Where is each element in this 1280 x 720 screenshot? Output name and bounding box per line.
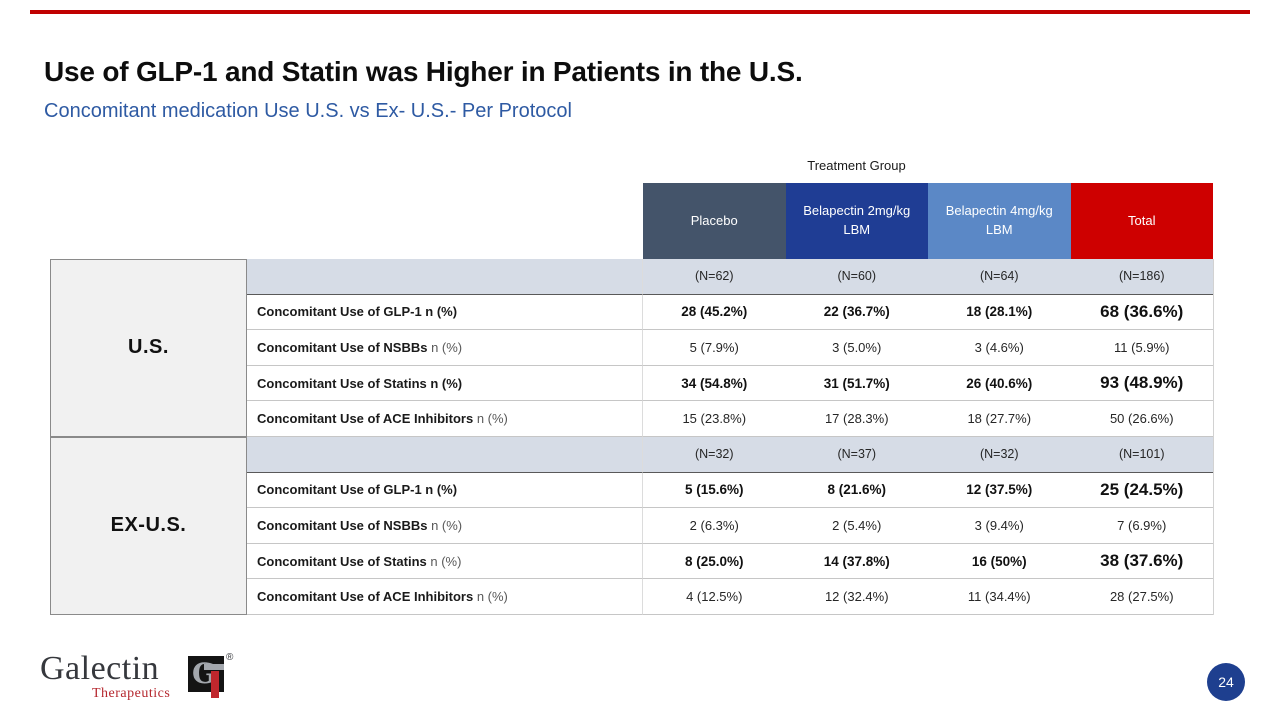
gt-monogram-icon: G [188, 656, 224, 698]
logo-t-crossbar [204, 664, 224, 670]
logo-subtext: Therapeutics [92, 686, 171, 701]
data-value: 28 (45.2%) [643, 294, 786, 331]
data-value: 50 (26.6%) [1070, 401, 1213, 437]
data-value: 12 (32.4%) [785, 579, 928, 615]
logo-t-stem [211, 671, 219, 698]
data-value: 3 (9.4%) [928, 508, 1071, 544]
column-header-belapectin-2mg: Belapectin 2mg/kg LBM [785, 183, 928, 259]
data-value: 26 (40.6%) [928, 365, 1071, 402]
row-label: Concomitant Use of GLP-1 n (%) [247, 472, 643, 509]
data-value: 14 (37.8%) [785, 543, 928, 580]
n-value: (N=32) [928, 436, 1071, 473]
n-row-spacer [247, 259, 643, 295]
row-label: Concomitant Use of ACE Inhibitors n (%) [247, 401, 643, 437]
data-value: 22 (36.7%) [785, 294, 928, 331]
data-value: 31 (51.7%) [785, 365, 928, 402]
n-value: (N=64) [928, 259, 1071, 295]
n-value: (N=37) [785, 436, 928, 473]
data-value: 15 (23.8%) [643, 401, 786, 437]
data-value: 7 (6.9%) [1070, 508, 1213, 544]
data-value: 18 (28.1%) [928, 294, 1071, 331]
logo-wordmark: Galectin [40, 650, 160, 687]
n-value: (N=186) [1070, 259, 1213, 295]
data-value: 11 (5.9%) [1070, 330, 1213, 366]
data-value: 34 (54.8%) [643, 365, 786, 402]
data-value: 5 (15.6%) [643, 472, 786, 509]
galectin-logo: Galectin Therapeutics G ® [40, 650, 240, 706]
data-value: 8 (25.0%) [643, 543, 786, 580]
data-value: 5 (7.9%) [643, 330, 786, 366]
treatment-group-label: Treatment Group [807, 158, 906, 173]
column-header-placebo: Placebo [643, 183, 786, 259]
row-label: Concomitant Use of ACE Inhibitors n (%) [247, 579, 643, 615]
data-value: 3 (4.6%) [928, 330, 1071, 366]
data-value: 17 (28.3%) [785, 401, 928, 437]
data-value: 3 (5.0%) [785, 330, 928, 366]
data-value: 8 (21.6%) [785, 472, 928, 509]
data-value: 25 (24.5%) [1070, 472, 1213, 509]
n-row-spacer [247, 436, 643, 473]
accent-bar [30, 10, 1250, 14]
n-value: (N=32) [643, 436, 786, 473]
region-label: EX-U.S. [50, 436, 247, 615]
row-label: Concomitant Use of NSBBs n (%) [247, 330, 643, 366]
table-header-row: Placebo Belapectin 2mg/kg LBM Belapectin… [643, 183, 1213, 259]
data-value: 93 (48.9%) [1070, 365, 1213, 402]
region-label: U.S. [50, 259, 247, 437]
column-header-total: Total [1070, 183, 1213, 259]
data-value: 38 (37.6%) [1070, 543, 1213, 580]
column-header-belapectin-4mg: Belapectin 4mg/kg LBM [928, 183, 1071, 259]
row-label: Concomitant Use of GLP-1 n (%) [247, 294, 643, 331]
row-label: Concomitant Use of Statins n (%) [247, 543, 643, 580]
page-number-badge: 24 [1207, 663, 1245, 701]
registered-mark-icon: ® [226, 652, 234, 663]
data-value: 68 (36.6%) [1070, 294, 1213, 331]
medication-table: U.S. (N=62) (N=60) (N=64) (N=186) Concomitant… [50, 259, 1214, 615]
n-value: (N=60) [785, 259, 928, 295]
data-value: 2 (5.4%) [785, 508, 928, 544]
row-label: Concomitant Use of NSBBs n (%) [247, 508, 643, 544]
data-value: 28 (27.5%) [1070, 579, 1213, 615]
data-value: 16 (50%) [928, 543, 1071, 580]
page-subtitle: Concomitant medication Use U.S. vs Ex- U… [44, 100, 572, 122]
data-value: 4 (12.5%) [643, 579, 786, 615]
data-value: 12 (37.5%) [928, 472, 1071, 509]
data-value: 2 (6.3%) [643, 508, 786, 544]
data-value: 18 (27.7%) [928, 401, 1071, 437]
n-value: (N=62) [643, 259, 786, 295]
n-value: (N=101) [1070, 436, 1213, 473]
data-value: 11 (34.4%) [928, 579, 1071, 615]
page-title: Use of GLP-1 and Statin was Higher in Pa… [44, 56, 803, 87]
row-label: Concomitant Use of Statins n (%) [247, 365, 643, 402]
